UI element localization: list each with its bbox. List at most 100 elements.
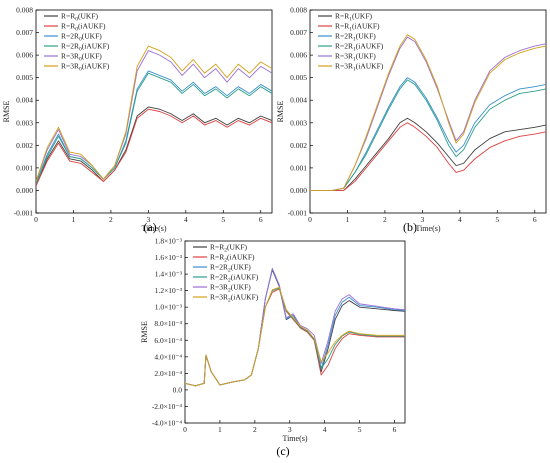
panel-label: (b) bbox=[403, 220, 417, 234]
y-tick-label: 8.0×10⁻⁴ bbox=[154, 319, 182, 328]
y-tick-label: 0.003 bbox=[290, 118, 307, 127]
y-tick-label: -4.0×10⁻⁴ bbox=[152, 419, 183, 428]
series-line bbox=[185, 286, 405, 387]
y-tick-label: 1.2×10⁻³ bbox=[155, 286, 183, 295]
y-tick-label: 1.4×10⁻³ bbox=[155, 270, 183, 279]
y-axis-label: RMSE bbox=[140, 321, 149, 343]
y-tick-label: 0.000 bbox=[290, 186, 307, 195]
series-line bbox=[36, 70, 272, 184]
legend-entry: R=2R0(iAUKF) bbox=[61, 42, 110, 53]
x-tick-label: 4 bbox=[184, 215, 188, 224]
y-tick-label: 0.007 bbox=[290, 28, 307, 37]
y-tick-label: 0.004 bbox=[16, 96, 33, 105]
legend-entry: R=3R2(UKF) bbox=[210, 283, 251, 294]
plot-frame bbox=[184, 240, 406, 424]
x-axis-label: Time(s) bbox=[282, 434, 307, 443]
series-line bbox=[310, 117, 546, 191]
panel-label: (a) bbox=[143, 220, 156, 234]
series-line bbox=[36, 106, 272, 187]
y-tick-label: 0.006 bbox=[290, 51, 307, 60]
x-tick-label: 4 bbox=[458, 215, 462, 224]
legend: R=R2(UKF)R=R2(iAUKF)R=2R2(UKF)R=2R2(iAUK… bbox=[193, 243, 259, 304]
series-line bbox=[36, 50, 272, 182]
x-tick-label: 0 bbox=[308, 215, 312, 224]
y-tick-label: 0.006 bbox=[16, 51, 33, 60]
series-line bbox=[310, 34, 546, 191]
series-line bbox=[185, 287, 405, 387]
legend-entry: R=3R1(iAUKF) bbox=[335, 62, 384, 73]
x-tick-label: 2 bbox=[383, 215, 387, 224]
legend-entry: R=R1(UKF) bbox=[335, 12, 373, 23]
legend-entry: R=3R1(UKF) bbox=[335, 52, 376, 63]
y-tick-label: -0.001 bbox=[288, 209, 308, 218]
x-tick-label: 5 bbox=[495, 215, 499, 224]
y-tick-label: 0.000 bbox=[16, 186, 33, 195]
legend-entry: R=R1(iAUKF) bbox=[335, 22, 380, 33]
legend-entry: R=2R2(iAUKF) bbox=[210, 273, 259, 284]
legend-entry: R=R0(iAUKF) bbox=[61, 22, 106, 33]
y-tick-label: -2.0×10⁻⁴ bbox=[152, 402, 183, 411]
y-tick-label: 6.0×10⁻⁴ bbox=[154, 336, 182, 345]
legend-entry: R=R0(UKF) bbox=[61, 12, 99, 23]
series-line bbox=[185, 288, 405, 387]
x-tick-label: 6 bbox=[533, 215, 537, 224]
x-tick-label: 1 bbox=[346, 215, 350, 224]
y-tick-label: 0.005 bbox=[16, 73, 33, 82]
x-tick-label: 0 bbox=[183, 425, 187, 434]
legend-entry: R=R2(iAUKF) bbox=[210, 253, 255, 264]
y-axis-label: RMSE bbox=[2, 101, 11, 123]
x-tick-label: 5 bbox=[358, 425, 362, 434]
x-tick-label: 2 bbox=[253, 425, 257, 434]
x-tick-label: 1 bbox=[218, 425, 222, 434]
x-tick-label: 3 bbox=[288, 425, 292, 434]
y-tick-label: 2.0×10⁻⁴ bbox=[154, 369, 182, 378]
legend-entry: R=2R2(UKF) bbox=[210, 263, 251, 274]
series-line bbox=[310, 79, 546, 191]
y-tick-label: 0.002 bbox=[16, 141, 33, 150]
plot-frame bbox=[35, 9, 273, 214]
y-tick-label: 1.6×10⁻³ bbox=[155, 253, 183, 262]
x-axis-label: Time(s) bbox=[141, 224, 166, 233]
x-tick-label: 0 bbox=[34, 215, 38, 224]
panel-c: 0 1 2 3 4 5 6 -4.0×10⁻⁴ -2.0×10⁻⁴ 0.0 2.0×10⁻⁴ 4.0×… bbox=[140, 237, 406, 458]
y-tick-label: -0.001 bbox=[14, 209, 34, 218]
series-line bbox=[36, 72, 272, 184]
series-line bbox=[310, 122, 546, 191]
x-tick-label: 3 bbox=[147, 215, 151, 224]
y-tick-label: 0.001 bbox=[290, 163, 307, 172]
panel-label: (c) bbox=[276, 444, 289, 458]
y-tick-label: 0.0 bbox=[173, 385, 183, 394]
y-tick-label: 0.008 bbox=[16, 6, 33, 15]
legend-entry: R=3R2(iAUKF) bbox=[210, 293, 259, 304]
y-tick-label: 0.003 bbox=[16, 118, 33, 127]
y-tick-label: 0.008 bbox=[290, 6, 307, 15]
panel-b: 0 1 2 3 4 5 6 -0.001 0.000 0.001 0.002 0.003 0.004 0.… bbox=[276, 6, 547, 234]
x-tick-label: 4 bbox=[323, 425, 327, 434]
y-tick-label: 1.8×10⁻³ bbox=[155, 237, 183, 246]
legend-entry: R=R2(UKF) bbox=[210, 243, 248, 254]
x-tick-label: 5 bbox=[221, 215, 225, 224]
series-line bbox=[36, 108, 272, 187]
y-tick-label: 0.002 bbox=[290, 141, 307, 150]
y-tick-label: 1.0×10⁻³ bbox=[155, 303, 183, 312]
y-tick-label: 0.001 bbox=[16, 163, 33, 172]
y-tick-label: 0.004 bbox=[290, 96, 307, 105]
x-tick-label: 2 bbox=[109, 215, 113, 224]
y-tick-label: 4.0×10⁻⁴ bbox=[154, 352, 182, 361]
x-tick-label: 6 bbox=[259, 215, 263, 224]
legend-entry: R=2R1(UKF) bbox=[335, 32, 376, 43]
legend-entry: R=2R1(iAUKF) bbox=[335, 42, 384, 53]
series-line bbox=[36, 45, 272, 182]
legend-entry: R=2R0(UKF) bbox=[61, 32, 102, 43]
x-tick-label: 1 bbox=[72, 215, 76, 224]
panel-a: 0 1 2 3 4 5 6 -0.001 0.000 0.001 0.002 0.003 0.004 0.… bbox=[2, 6, 273, 234]
y-tick-label: 0.007 bbox=[16, 28, 33, 37]
y-axis-label: RMSE bbox=[276, 101, 285, 123]
x-tick-label: 6 bbox=[393, 425, 397, 434]
y-tick-label: 0.005 bbox=[290, 73, 307, 82]
legend-entry: R=3R0(UKF) bbox=[61, 52, 102, 63]
legend-entry: R=3R0(iAUKF) bbox=[61, 62, 110, 73]
legend: R=R1(UKF)R=R1(iAUKF)R=2R1(UKF)R=2R1(iAUK… bbox=[318, 12, 384, 73]
x-axis-label: Time(s) bbox=[415, 224, 440, 233]
